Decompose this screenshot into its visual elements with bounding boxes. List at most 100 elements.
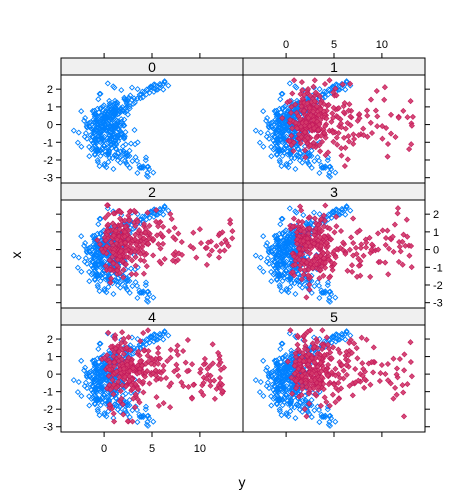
reference-point	[124, 402, 131, 409]
reference-point	[134, 86, 141, 93]
reference-point	[281, 395, 288, 402]
overlay-point	[141, 220, 148, 228]
reference-point	[100, 115, 107, 122]
reference-point	[256, 264, 263, 271]
reference-point	[74, 139, 81, 146]
reference-point	[89, 357, 96, 364]
reference-point	[265, 372, 272, 379]
overlay-point	[341, 162, 348, 170]
overlay-point	[227, 220, 234, 227]
reference-point	[136, 413, 143, 420]
overlay-point	[144, 209, 151, 216]
y-tick-label: -1	[43, 387, 53, 399]
overlay-point	[140, 378, 147, 385]
overlay-point	[104, 202, 111, 209]
overlay-point	[167, 346, 174, 353]
overlay-point	[300, 271, 307, 278]
y-tick-label: -2	[43, 404, 53, 416]
reference-point	[268, 143, 275, 150]
overlay-point	[367, 381, 374, 388]
overlay-point	[114, 267, 121, 274]
overlay-point	[306, 214, 313, 221]
overlay-point	[105, 228, 112, 235]
reference-point	[286, 384, 293, 391]
overlay-point	[150, 252, 157, 259]
overlay-point	[297, 266, 304, 273]
overlay-point	[117, 215, 124, 222]
reference-point	[278, 90, 285, 97]
reference-point	[281, 353, 288, 360]
overlay-point	[352, 379, 359, 386]
overlay-point	[356, 111, 363, 118]
reference-point	[83, 121, 91, 128]
reference-point	[287, 399, 294, 406]
reference-point	[96, 288, 103, 295]
overlay-point	[116, 348, 123, 355]
overlay-point	[174, 342, 181, 349]
reference-point	[119, 107, 126, 114]
reference-point	[99, 228, 106, 235]
overlay-point	[229, 235, 236, 242]
overlay-point	[342, 250, 349, 257]
reference-point	[263, 258, 270, 265]
reference-point	[286, 259, 293, 267]
overlay-point	[391, 221, 398, 228]
overlay-point	[348, 234, 355, 241]
overlay-point	[132, 254, 139, 261]
overlay-point	[304, 134, 311, 142]
overlay-point	[381, 96, 388, 103]
reference-point	[117, 148, 124, 155]
panel-points	[252, 202, 415, 305]
overlay-point	[132, 222, 139, 229]
overlay-point	[352, 365, 359, 373]
overlay-point	[342, 125, 349, 132]
reference-point	[89, 107, 96, 115]
overlay-point	[314, 338, 321, 345]
reference-point	[112, 109, 119, 116]
reference-point	[122, 284, 130, 291]
overlay-point	[350, 215, 357, 222]
overlay-point	[296, 360, 303, 367]
overlay-point	[394, 210, 401, 217]
overlay-point	[341, 99, 348, 107]
reference-point	[288, 382, 295, 389]
overlay-point	[363, 107, 371, 114]
overlay-point	[328, 118, 335, 125]
overlay-point	[338, 124, 345, 131]
panel-strip-label: 5	[330, 309, 338, 325]
reference-point	[146, 339, 153, 346]
reference-point	[165, 332, 172, 339]
overlay-point	[340, 367, 347, 374]
overlay-point	[408, 141, 415, 148]
reference-point	[134, 169, 141, 177]
reference-point	[271, 394, 278, 401]
overlay-point	[152, 355, 159, 362]
overlay-point	[317, 267, 324, 274]
overlay-point	[325, 381, 332, 388]
reference-point	[281, 271, 288, 278]
overlay-point	[220, 364, 228, 371]
reference-point	[275, 147, 282, 154]
reference-point	[110, 165, 117, 173]
overlay-point	[346, 246, 353, 253]
overlay-point	[216, 230, 223, 237]
reference-point	[252, 127, 259, 134]
overlay-point	[140, 248, 147, 256]
overlay-point	[310, 108, 317, 115]
overlay-point	[126, 208, 133, 215]
reference-point	[89, 269, 96, 277]
reference-point	[286, 80, 293, 87]
reference-point	[78, 268, 85, 275]
reference-point	[276, 230, 283, 237]
reference-point	[109, 136, 116, 143]
overlay-point	[136, 233, 144, 240]
reference-point	[161, 78, 168, 85]
overlay-point	[350, 140, 357, 147]
reference-point	[279, 90, 286, 97]
overlay-point	[293, 385, 300, 392]
overlay-point	[110, 210, 117, 217]
overlay-point	[338, 385, 345, 392]
overlay-point	[311, 77, 318, 84]
reference-point	[277, 382, 284, 389]
reference-point	[123, 100, 130, 107]
